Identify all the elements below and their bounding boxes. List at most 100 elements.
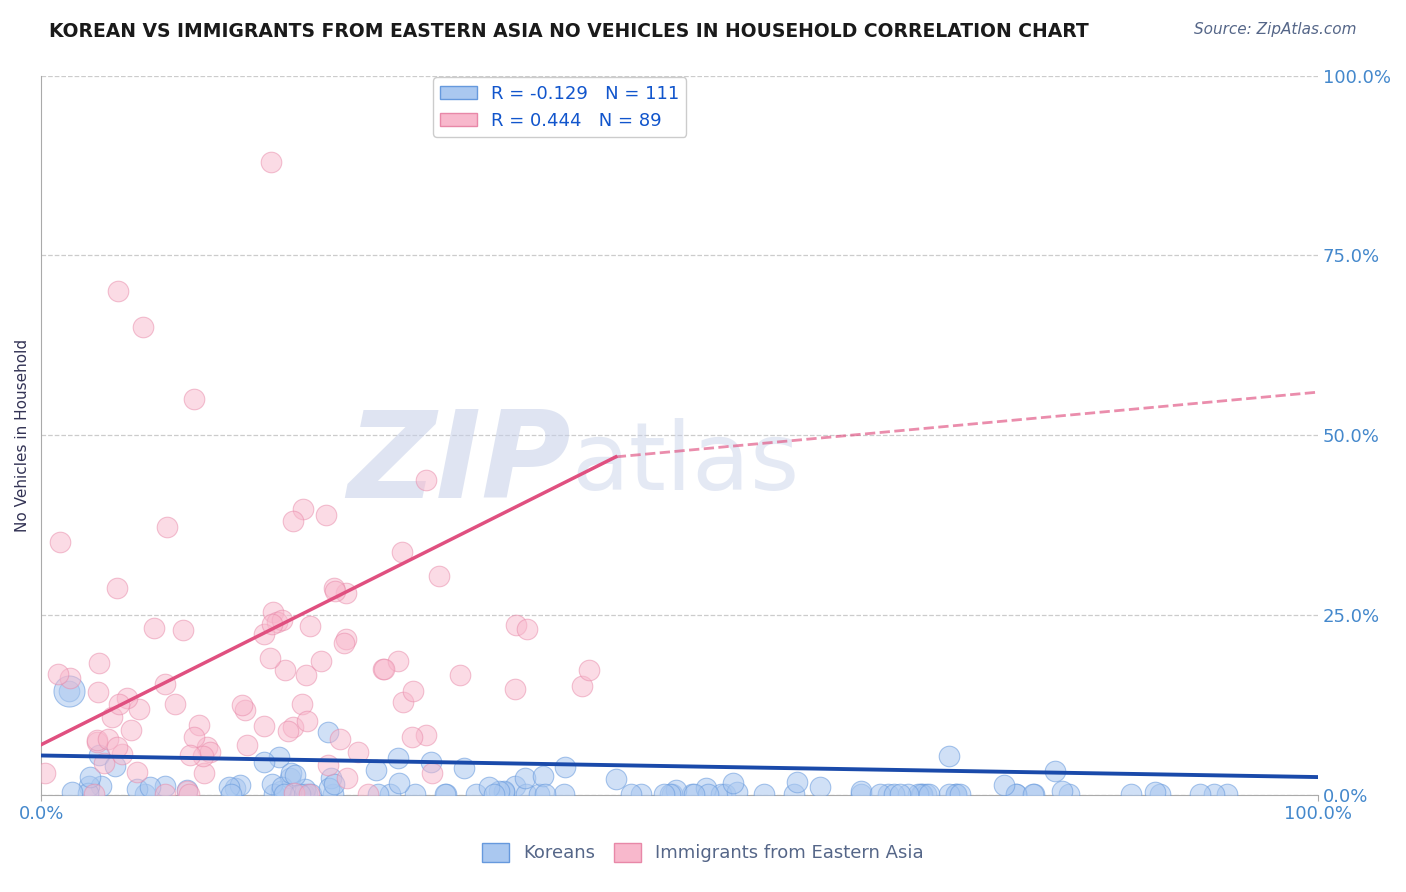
Point [315,508,337,523]
Point [143,621,166,635]
Point [280,766,302,780]
Point [316,758,339,772]
Point [419,756,441,770]
Point [907,788,929,802]
Point [188,718,211,732]
Point [721,776,744,790]
Point [277,724,299,739]
Point [295,714,318,728]
Point [658,788,681,802]
Point [477,780,499,794]
Point [695,781,717,796]
Point [104,759,127,773]
Point [298,788,321,802]
Point [494,785,516,799]
Point [273,788,295,802]
Point [876,788,898,802]
Point [179,748,201,763]
Point [1215,788,1237,802]
Point [391,544,413,558]
Point [153,788,176,802]
Point [79,779,101,793]
Point [176,782,198,797]
Point [267,749,290,764]
Point [176,784,198,798]
Point [392,695,415,709]
Point [620,788,643,802]
Point [274,663,297,677]
Point [292,788,315,802]
Point [34,766,56,780]
Point [253,718,276,732]
Point [281,514,304,528]
Point [578,663,600,677]
Point [89,747,111,762]
Point [945,788,967,802]
Point [571,679,593,693]
Point [111,747,134,761]
Point [262,777,284,791]
Point [59,671,82,685]
Point [938,749,960,764]
Point [752,788,775,802]
Point [197,739,219,754]
Point [516,622,538,636]
Point [153,779,176,793]
Point [505,618,527,632]
Point [132,320,155,334]
Point [235,703,257,717]
Point [938,788,960,802]
Point [295,668,318,682]
Point [1149,788,1171,802]
Y-axis label: No Vehicles in Household: No Vehicles in Household [15,339,30,532]
Point [696,788,718,802]
Point [1005,788,1028,802]
Point [652,788,675,802]
Point [262,605,284,619]
Point [127,764,149,779]
Point [503,779,526,793]
Point [134,788,156,802]
Point [156,520,179,534]
Point [1052,783,1074,797]
Point [849,788,872,802]
Point [120,723,142,737]
Point [218,780,240,794]
Point [105,740,128,755]
Point [513,772,536,786]
Point [58,683,80,698]
Point [284,768,307,782]
Point [270,783,292,797]
Point [298,619,321,633]
Point [367,788,389,802]
Point [60,785,83,799]
Point [295,788,318,802]
Point [93,756,115,770]
Point [453,761,475,775]
Point [415,473,437,487]
Point [328,731,350,746]
Point [83,788,105,802]
Point [283,786,305,800]
Point [1022,788,1045,802]
Point [945,788,967,802]
Text: ZIP: ZIP [347,406,571,523]
Point [336,772,359,786]
Point [139,780,162,794]
Point [231,698,253,712]
Point [605,772,627,786]
Point [401,730,423,744]
Point [79,770,101,784]
Point [200,745,222,759]
Point [1045,764,1067,778]
Point [288,788,311,802]
Point [322,581,344,595]
Point [910,788,932,802]
Point [681,788,703,802]
Point [387,655,409,669]
Point [786,774,808,789]
Point [76,786,98,800]
Point [683,788,706,802]
Point [630,788,652,802]
Point [107,285,129,299]
